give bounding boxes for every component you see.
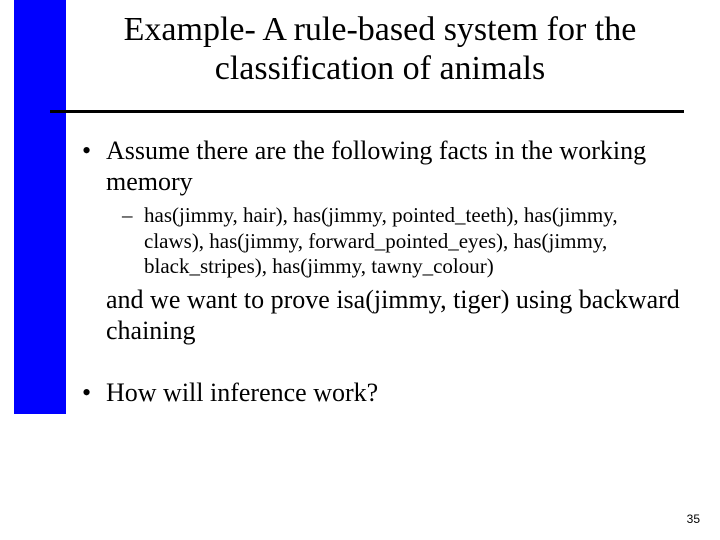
slide-title: Example- A rule-based system for the cla…: [80, 10, 680, 88]
sub-bullet-text: has(jimmy, hair), has(jimmy, pointed_tee…: [144, 203, 618, 277]
bullet-item: Assume there are the following facts in …: [82, 136, 682, 197]
bullet-text: Assume there are the following facts in …: [106, 136, 646, 196]
bullet-text: How will inference work?: [106, 378, 378, 407]
page-number: 35: [687, 512, 700, 526]
slide-content: Assume there are the following facts in …: [82, 136, 682, 415]
bullet-item: How will inference work?: [82, 378, 682, 409]
slide: Example- A rule-based system for the cla…: [0, 0, 720, 540]
title-divider: [50, 110, 684, 113]
bullet-continuation: and we want to prove isa(jimmy, tiger) u…: [82, 285, 682, 346]
sub-bullet-item: has(jimmy, hair), has(jimmy, pointed_tee…: [82, 203, 682, 279]
